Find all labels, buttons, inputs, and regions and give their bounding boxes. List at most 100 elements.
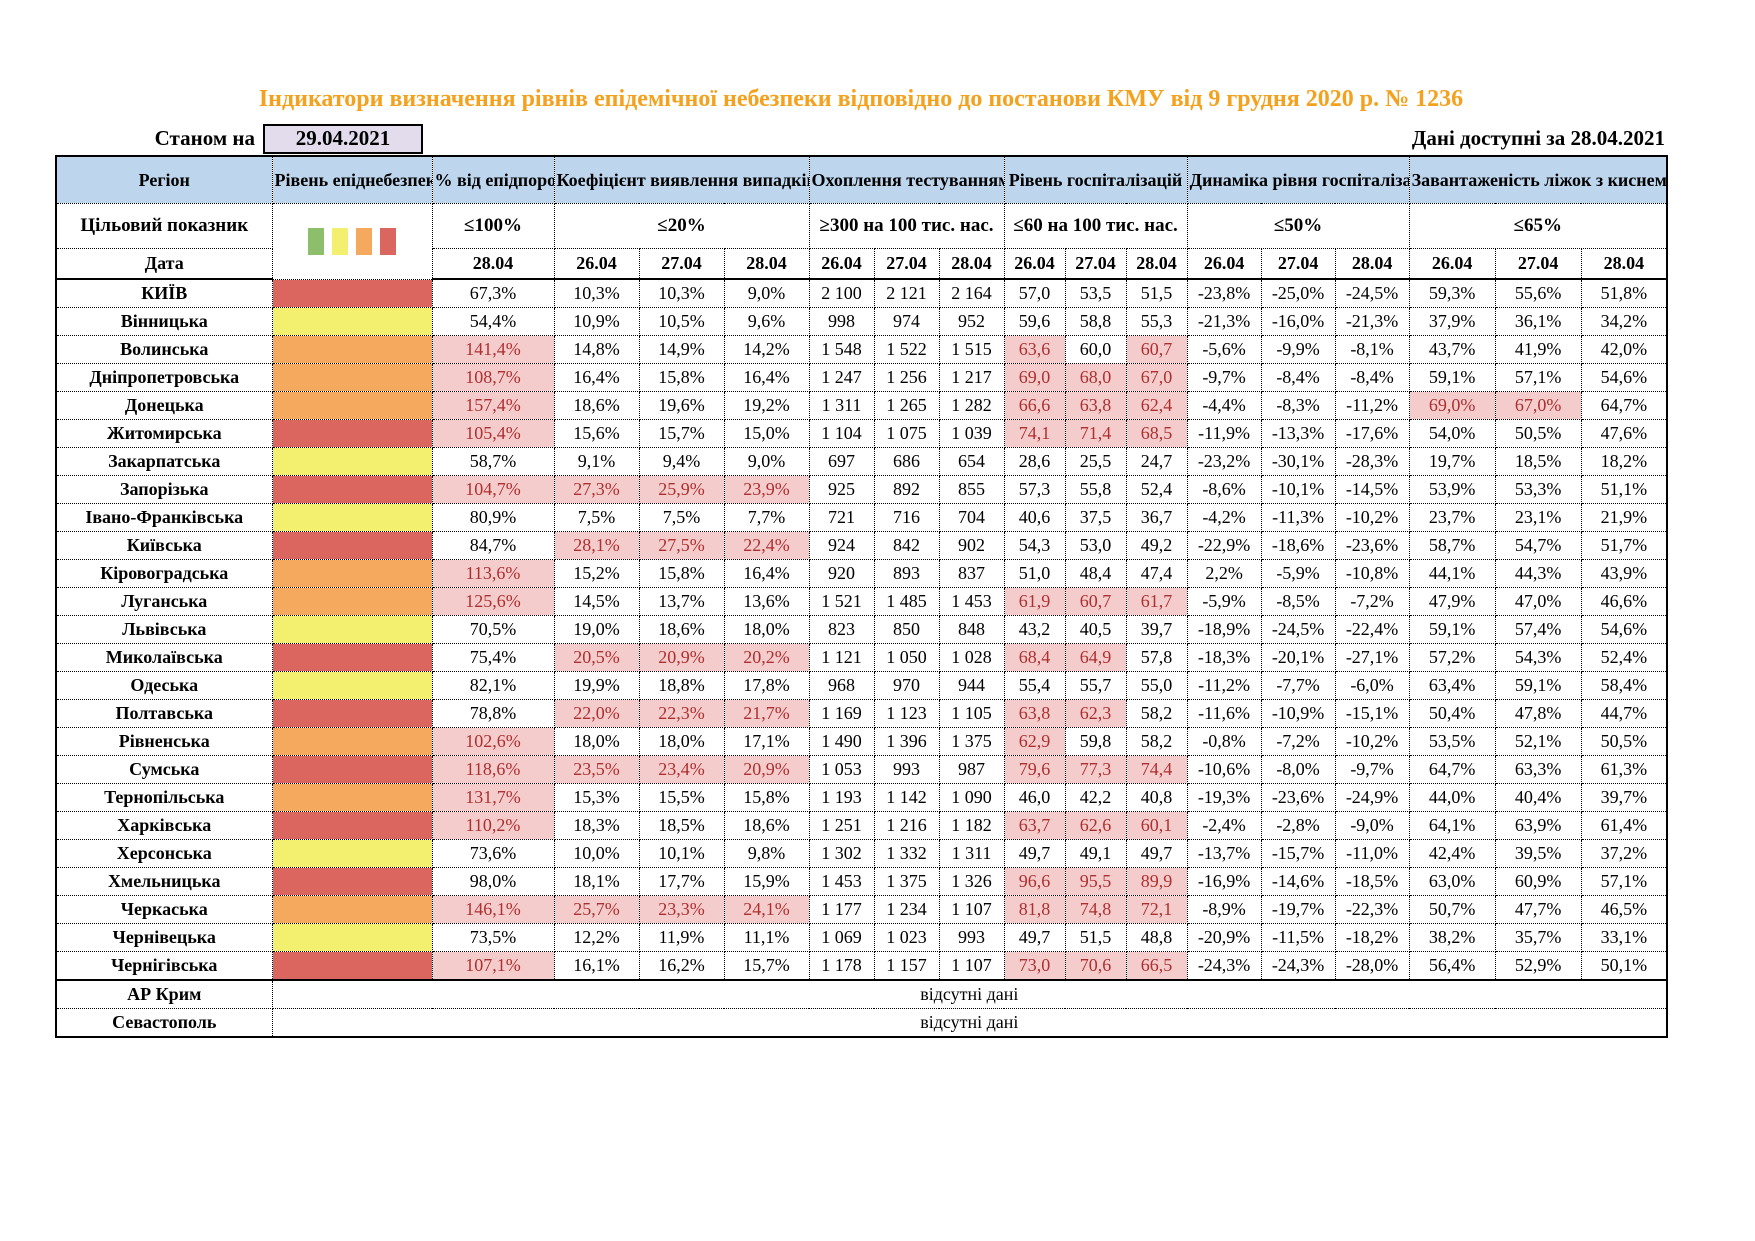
value-cell: 64,7%	[1580, 391, 1668, 420]
region-cell: КИЇВ	[55, 278, 273, 308]
value-cell: 36,7	[1125, 503, 1188, 532]
value-cell: 37,2%	[1580, 839, 1668, 868]
value-cell: 57,1%	[1580, 867, 1668, 896]
value-cell: -10,1%	[1260, 475, 1336, 504]
value-cell: 63,4%	[1408, 671, 1496, 700]
date-header: 26.04	[1408, 248, 1496, 280]
value-cell: 48,4	[1064, 559, 1127, 588]
value-cell: 68,4	[1003, 643, 1066, 672]
value-cell: -25,0%	[1260, 278, 1336, 308]
value-cell: 49,2	[1125, 531, 1188, 560]
value-cell: 1 039	[938, 419, 1005, 448]
value-cell: -4,2%	[1186, 503, 1262, 532]
value-cell: -2,8%	[1260, 811, 1336, 840]
value-cell: -8,6%	[1186, 475, 1262, 504]
value-cell: 43,9%	[1580, 559, 1668, 588]
value-cell: 44,0%	[1408, 783, 1496, 812]
value-cell: 107,1%	[431, 951, 555, 981]
epidemic-level-cell	[271, 867, 433, 896]
col-header-beds: Завантаженість ліжок з киснем	[1408, 155, 1668, 204]
value-cell: 23,7%	[1408, 503, 1496, 532]
table-row: Одеська 82,1% 19,9% 18,8% 17,8% 968 970 944 55,4…	[55, 671, 1668, 700]
value-cell: 1 311	[808, 391, 875, 420]
value-cell: 49,1	[1064, 839, 1127, 868]
value-cell: 52,1%	[1494, 727, 1582, 756]
value-cell: 18,0%	[553, 727, 640, 756]
available-text: Дані доступні за	[1411, 126, 1566, 150]
value-cell: 1 157	[873, 951, 940, 981]
value-cell: 50,5%	[1580, 727, 1668, 756]
table-row: Полтавська 78,8% 22,0% 22,3% 21,7% 1 169 1 123…	[55, 699, 1668, 728]
value-cell: 27,5%	[638, 531, 725, 560]
value-cell: 9,6%	[723, 307, 810, 336]
value-cell: 25,7%	[553, 895, 640, 924]
region-cell: Київська	[55, 531, 273, 560]
value-cell: 53,0	[1064, 531, 1127, 560]
table-row-no-data: Севастополь відсутні дані	[55, 1008, 1668, 1038]
region-cell: Львівська	[55, 615, 273, 644]
page: Індикатори визначення рівнів епідемічної…	[55, 0, 1669, 1038]
value-cell: 15,0%	[723, 419, 810, 448]
value-cell: 1 104	[808, 419, 875, 448]
table-row: Івано-Франківська 80,9% 7,5% 7,5% 7,7% 721 716…	[55, 503, 1668, 532]
region-cell: Чернігівська	[55, 951, 273, 981]
value-cell: -21,3%	[1334, 307, 1410, 336]
value-cell: 15,7%	[638, 419, 725, 448]
as-of-date-box: 29.04.2021	[263, 123, 423, 154]
value-cell: -19,3%	[1186, 783, 1262, 812]
value-cell: -8,5%	[1260, 587, 1336, 616]
date-header: 28.04	[1125, 248, 1188, 280]
value-cell: 24,1%	[723, 895, 810, 924]
value-cell: 51,7%	[1580, 531, 1668, 560]
value-cell: 46,0	[1003, 783, 1066, 812]
value-cell: 146,1%	[431, 895, 555, 924]
value-cell: 16,1%	[553, 951, 640, 981]
value-cell: 46,5%	[1580, 895, 1668, 924]
value-cell: -9,7%	[1334, 755, 1410, 784]
value-cell: 1 142	[873, 783, 940, 812]
value-cell: -0,8%	[1186, 727, 1262, 756]
value-cell: 16,4%	[723, 363, 810, 392]
value-cell: 49,7	[1003, 923, 1066, 952]
value-cell: 925	[808, 475, 875, 504]
epidemic-level-cell	[271, 951, 433, 981]
value-cell: 34,2%	[1580, 307, 1668, 336]
date-header: 28.04	[431, 248, 555, 280]
target-hosp: ≤60 на 100 тис. нас.	[1003, 203, 1188, 249]
value-cell: 10,3%	[638, 278, 725, 308]
value-cell: -9,9%	[1260, 335, 1336, 364]
value-cell: -7,2%	[1260, 727, 1336, 756]
value-cell: 84,7%	[431, 531, 555, 560]
value-cell: 18,5%	[638, 811, 725, 840]
value-cell: 54,4%	[431, 307, 555, 336]
value-cell: 67,0%	[1494, 391, 1582, 420]
value-cell: 1 050	[873, 643, 940, 672]
value-cell: 1 217	[938, 363, 1005, 392]
value-cell: 62,9	[1003, 727, 1066, 756]
value-cell: 15,9%	[723, 867, 810, 896]
table-row: Донецька 157,4% 18,6% 19,6% 19,2% 1 311 1 265 1…	[55, 391, 1668, 420]
value-cell: 14,5%	[553, 587, 640, 616]
epidemic-level-cell	[271, 475, 433, 504]
legend-orange-swatch	[356, 227, 372, 255]
value-cell: 27,3%	[553, 475, 640, 504]
value-cell: 654	[938, 447, 1005, 476]
value-cell: 40,5	[1064, 615, 1127, 644]
date-header: 28.04	[1334, 248, 1410, 280]
value-cell: 19,0%	[553, 615, 640, 644]
value-cell: 47,6%	[1580, 419, 1668, 448]
table-row: Сумська 118,6% 23,5% 23,4% 20,9% 1 053 993 987 7…	[55, 755, 1668, 784]
value-cell: 43,2	[1003, 615, 1066, 644]
value-cell: 57,4%	[1494, 615, 1582, 644]
value-cell: 25,5	[1064, 447, 1127, 476]
value-cell: 44,3%	[1494, 559, 1582, 588]
value-cell: 96,6	[1003, 867, 1066, 896]
value-cell: 59,1%	[1408, 363, 1496, 392]
value-cell: 53,5	[1064, 278, 1127, 308]
table-row: Харківська 110,2% 18,3% 18,5% 18,6% 1 251 1 21…	[55, 811, 1668, 840]
value-cell: 18,5%	[1494, 447, 1582, 476]
value-cell: -24,5%	[1260, 615, 1336, 644]
value-cell: 23,1%	[1494, 503, 1582, 532]
region-cell: Донецька	[55, 391, 273, 420]
value-cell: -11,6%	[1186, 699, 1262, 728]
